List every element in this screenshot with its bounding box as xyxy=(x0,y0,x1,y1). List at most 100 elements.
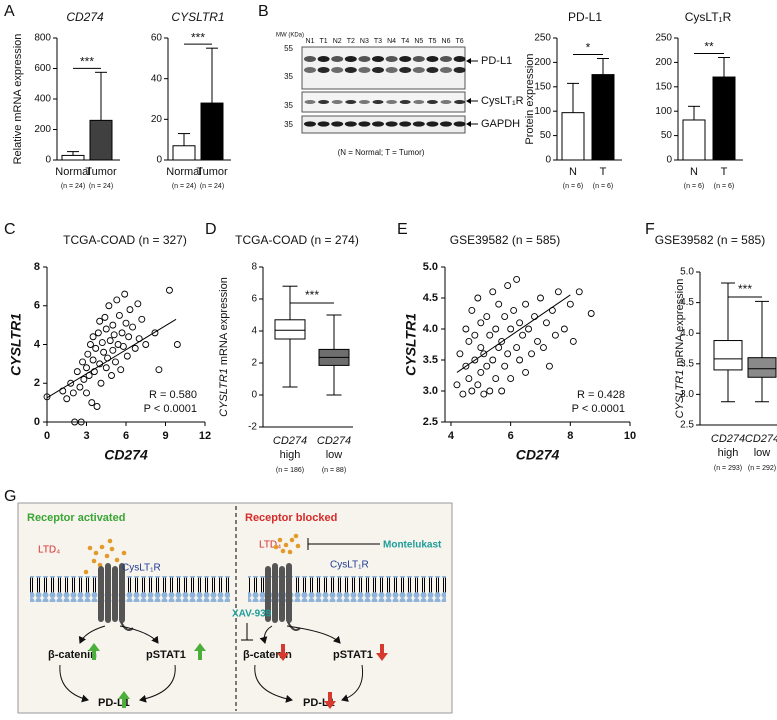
arrow xyxy=(139,664,176,703)
n-label: (n = 88) xyxy=(322,467,346,474)
band xyxy=(412,56,425,62)
point xyxy=(465,337,473,345)
group-gene: CD274 xyxy=(317,435,351,447)
down-arrow xyxy=(376,644,388,661)
point xyxy=(151,329,159,337)
point xyxy=(94,329,102,337)
point xyxy=(131,344,139,352)
point xyxy=(69,389,77,397)
point xyxy=(459,390,467,398)
y-tick-label: 4 xyxy=(34,338,41,350)
point xyxy=(89,333,97,341)
n-label: (n = 24) xyxy=(200,183,224,190)
band xyxy=(426,100,438,104)
x-tick-label: high xyxy=(280,449,301,461)
lane-label: T4 xyxy=(401,38,409,45)
receptor xyxy=(98,563,134,631)
y-tick-label: 8 xyxy=(251,262,257,273)
y-tick-label: 4.0 xyxy=(680,328,694,339)
band xyxy=(318,100,330,104)
point xyxy=(569,337,577,345)
band xyxy=(358,67,371,73)
band xyxy=(440,67,452,73)
point xyxy=(483,313,491,321)
mw-marker: 35 xyxy=(284,101,293,110)
node: PD-L1 xyxy=(98,697,130,709)
x-tick-label: 6 xyxy=(123,430,129,442)
point xyxy=(492,375,500,383)
receptor-label: CysLT₁R xyxy=(330,560,369,571)
band xyxy=(399,67,412,73)
y-axis-label: CYSLTR1 mRNA expression xyxy=(218,277,230,417)
point xyxy=(498,387,506,395)
point xyxy=(501,362,509,370)
band xyxy=(412,67,425,73)
significance: *** xyxy=(191,30,205,44)
point xyxy=(471,331,479,339)
point xyxy=(453,381,461,389)
y-tick-label: 20 xyxy=(151,114,163,125)
point xyxy=(525,325,532,333)
point xyxy=(522,300,530,308)
band xyxy=(453,67,466,73)
y-tick-label: 6 xyxy=(251,294,257,305)
point xyxy=(155,366,163,374)
band xyxy=(331,100,343,104)
x-tick-label: Tumor xyxy=(196,166,228,178)
point xyxy=(477,319,485,327)
n-label: (n = 186) xyxy=(276,467,304,474)
point xyxy=(80,375,88,383)
y-tick-label: -2 xyxy=(248,422,257,433)
point xyxy=(501,313,509,321)
y-tick-label: 40 xyxy=(151,73,163,84)
point xyxy=(83,364,90,372)
y-axis-label: CYSLTR1 xyxy=(403,313,419,376)
point xyxy=(486,331,494,339)
x-tick-label: 6 xyxy=(508,430,514,442)
point xyxy=(510,306,518,314)
y-tick-label: 5.0 xyxy=(680,267,694,278)
panel-label: G xyxy=(4,488,16,505)
band xyxy=(412,121,425,127)
point xyxy=(531,313,538,321)
point xyxy=(100,348,108,356)
x-tick-label: Normal xyxy=(166,166,201,178)
y-tick-label: 400 xyxy=(34,94,51,105)
y-tick-label: 8 xyxy=(34,261,40,273)
significance: *** xyxy=(80,54,94,68)
band xyxy=(331,67,344,73)
y-tick-label: 100 xyxy=(534,106,551,117)
bar xyxy=(561,112,585,161)
point xyxy=(63,395,71,403)
point xyxy=(540,344,547,352)
up-arrow xyxy=(118,691,130,708)
y-tick-label: 3.0 xyxy=(680,389,694,400)
bar xyxy=(172,145,196,161)
node: β-catenin xyxy=(243,649,292,661)
point xyxy=(110,331,118,339)
point xyxy=(486,387,494,395)
point xyxy=(86,341,94,348)
panel-label: D xyxy=(205,221,217,238)
band xyxy=(454,100,466,104)
point xyxy=(513,344,521,352)
point xyxy=(77,418,85,426)
n-label: (n = 292) xyxy=(748,465,776,472)
x-tick-label: high xyxy=(718,447,739,459)
blot-membrane xyxy=(301,46,466,90)
point xyxy=(480,350,488,358)
up-arrow xyxy=(194,643,206,660)
point xyxy=(519,331,527,339)
band xyxy=(304,121,316,127)
point xyxy=(554,288,562,296)
band xyxy=(344,56,357,62)
down-arrow xyxy=(324,692,336,709)
x-tick-label: 0 xyxy=(44,430,50,442)
arrow xyxy=(254,664,293,703)
annotation: P < 0.0001 xyxy=(144,403,197,415)
band xyxy=(453,56,466,62)
n-label: (n = 6) xyxy=(714,183,734,190)
n-label: (n = 24) xyxy=(172,183,196,190)
band xyxy=(331,121,344,127)
arrow xyxy=(59,664,89,703)
